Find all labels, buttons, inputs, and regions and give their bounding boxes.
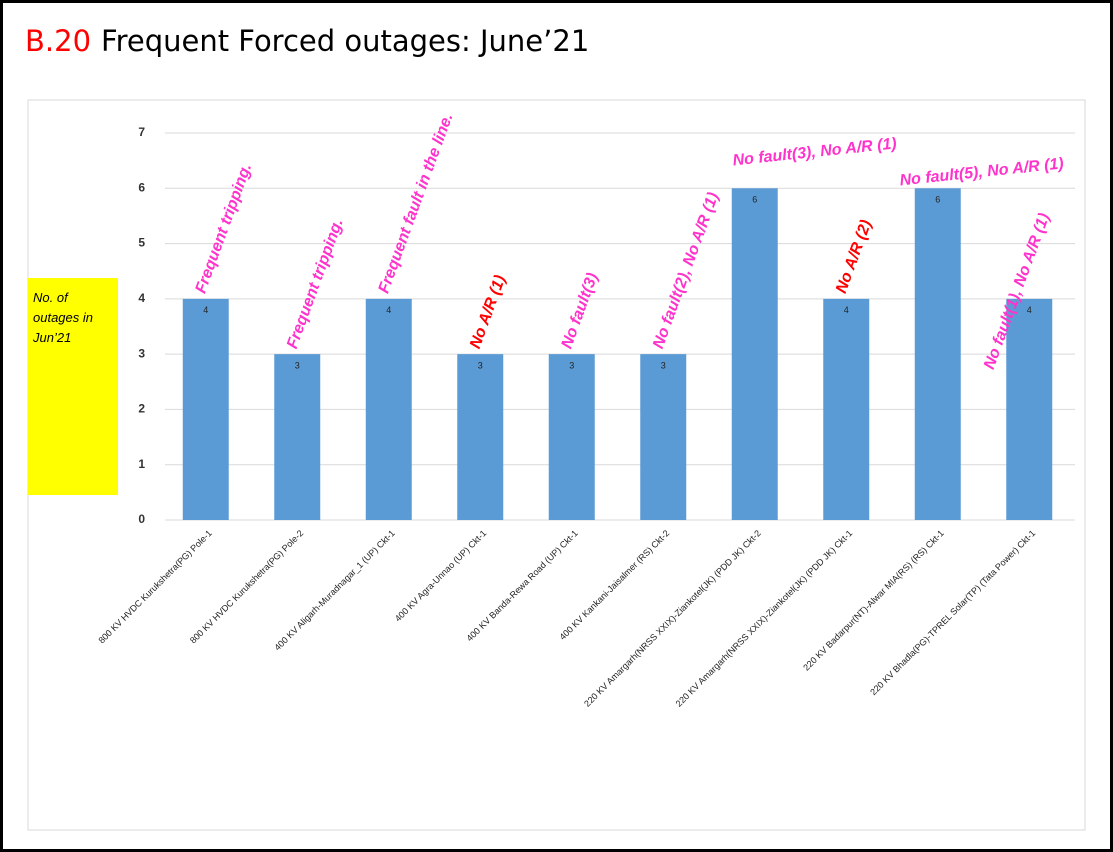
- x-tick-label: 220 KV Amargarh(NRSS XXIX)-Ziankotel(JK)…: [582, 528, 763, 709]
- annotation: No fault(5), No A/R (1): [899, 155, 1065, 189]
- y-tick-label: 2: [138, 402, 145, 416]
- annotation: Frequent tripping.: [284, 217, 347, 351]
- annotation: No A/R (2): [833, 218, 875, 296]
- bar: [640, 354, 687, 520]
- y-tick-label: 0: [138, 512, 145, 526]
- bar: [914, 188, 961, 521]
- data-label: 4: [1027, 305, 1032, 315]
- annotation: No fault(2), No A/R (1): [650, 190, 722, 351]
- x-tick-label: 400 KV Kankani-Jaisalmer (RS) Ckt-2: [557, 528, 671, 642]
- data-label: 4: [844, 305, 849, 315]
- x-tick-label: 220 KV Bhadla(PG)-TPREL Solar(TP) (Tata …: [868, 528, 1037, 697]
- title-number: B.20: [25, 24, 91, 58]
- bar: [823, 298, 870, 520]
- bar: [457, 354, 504, 520]
- data-label: 4: [386, 305, 391, 315]
- ylabel-wrap: No. of outages in Jun’21: [33, 290, 93, 345]
- y-tick-label: 4: [138, 291, 145, 305]
- annotation: No A/R (1): [467, 273, 509, 351]
- chart-title: Frequent Forced outages: June’21: [101, 24, 589, 58]
- x-tick-label: 800 KV HVDC Kurukshetra(PG) Pole-1: [96, 528, 213, 645]
- data-label: 3: [569, 361, 574, 371]
- x-tick-label: 800 KV HVDC Kurukshetra(PG) Pole-2: [188, 528, 305, 645]
- bar: [365, 298, 412, 520]
- data-label: 3: [661, 361, 666, 371]
- data-label: 6: [935, 195, 940, 205]
- y-tick-label: 5: [138, 236, 145, 250]
- y-tick-label: 1: [138, 457, 145, 471]
- y-tick-label: 6: [138, 180, 145, 194]
- bar: [182, 298, 229, 520]
- data-label: 3: [295, 361, 300, 371]
- annotation: No fault(3): [558, 271, 601, 351]
- x-tick-label: 400 KV Agra-Unnao (UP) Ckt-1: [393, 528, 489, 624]
- annotation: No fault(3), No A/R (1): [732, 135, 898, 169]
- data-label: 3: [478, 361, 483, 371]
- x-tick-label: 220 KV Badarpur(NT)-Alwar MIA(RS) (RS) C…: [801, 528, 946, 673]
- y-tick-label: 7: [138, 125, 145, 139]
- bar: [1006, 298, 1053, 520]
- annotation: Frequent fault in the line.: [375, 111, 456, 296]
- chart: B.20 Frequent Forced outages: June’21 No…: [25, 24, 1086, 831]
- annotation: Frequent tripping.: [192, 161, 255, 295]
- y-tick-label: 3: [138, 346, 145, 360]
- y-axis-label: No. of outages in Jun’21: [33, 290, 93, 345]
- bar: [548, 354, 595, 520]
- x-tick-label: 220 KV Amargarh(NRSS XXIX)-Ziankotel(JK)…: [674, 528, 855, 709]
- bar: [731, 188, 778, 521]
- data-label: 4: [203, 305, 208, 315]
- bar: [274, 354, 321, 520]
- x-tick-label: 400 KV Banda-Rewa Road (UP) Ckt-1: [465, 528, 580, 643]
- data-label: 6: [752, 195, 757, 205]
- ylabel-box: [28, 278, 118, 495]
